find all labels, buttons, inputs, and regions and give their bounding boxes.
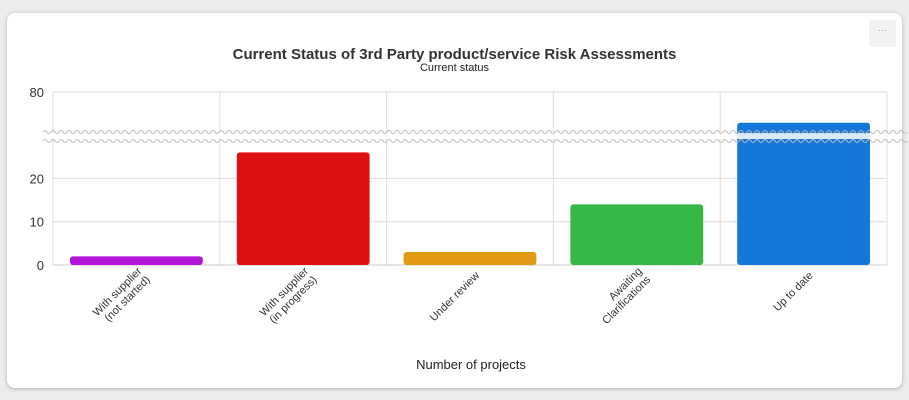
x-tick-label-line: Under review [428, 270, 482, 324]
y-tick-label: 80 [30, 85, 44, 100]
x-tick-label: With supplier(not started) [91, 265, 153, 327]
bar [570, 204, 704, 265]
axis-break-line [42, 139, 908, 143]
axis-break-line [42, 130, 908, 134]
chart-menu-button[interactable]: ··· [869, 20, 896, 47]
x-tick-label: Under review [428, 270, 482, 324]
y-tick-label: 20 [30, 171, 44, 186]
x-tick-label-line: Up to date [771, 270, 815, 314]
bar [403, 252, 537, 265]
axis-break-band [43, 133, 901, 139]
y-tick-label: 10 [30, 215, 44, 230]
bar [70, 256, 203, 265]
chart-title: Current Status of 3rd Party product/serv… [232, 46, 677, 63]
bar [236, 152, 370, 265]
bar [737, 122, 870, 265]
chart-subtitle: Current status [419, 62, 490, 74]
x-tick-label: Up to date [771, 270, 815, 314]
y-tick-label: 0 [37, 258, 44, 273]
x-tick-label: With supplier(in progress) [258, 265, 320, 327]
x-tick-label: AwaitingClarifications [592, 265, 654, 327]
x-axis-title: Number of projects [416, 357, 526, 372]
